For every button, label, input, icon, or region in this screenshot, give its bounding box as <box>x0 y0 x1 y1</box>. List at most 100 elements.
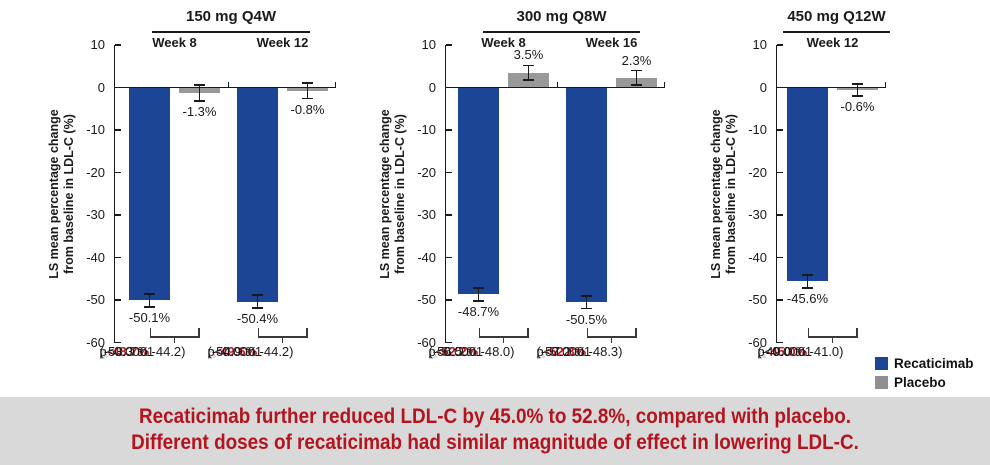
x-axis-baseline <box>446 86 665 89</box>
y-tick-label: -50 <box>748 292 767 307</box>
y-axis-tick <box>777 171 783 174</box>
difference-pvalue: p<0.0001 <box>99 344 155 359</box>
bracket-end-right <box>635 328 637 336</box>
errorbar-recaticimab-week-12-line <box>806 274 809 288</box>
x-axis-group-tick <box>556 81 559 88</box>
bar-recaticimab-week-8 <box>458 87 499 295</box>
y-tick-label: -50 <box>417 292 436 307</box>
difference-pvalue: p<0.0001 <box>536 344 592 359</box>
y-axis-title-line1: LS mean percentage change <box>378 109 392 279</box>
y-tick-label: -10 <box>748 122 767 137</box>
y-tick-label: -30 <box>417 207 436 222</box>
value-label-placebo-week-8: 3.5% <box>513 47 544 63</box>
week-label-week-16: Week 16 <box>585 35 638 50</box>
value-label-placebo-week-12: -0.8% <box>290 101 325 117</box>
y-axis-title: LS mean percentage change from baseline i… <box>709 44 741 344</box>
errorbar-recaticimab-week-12-cap-bottom <box>252 307 263 309</box>
y-axis-tick <box>446 256 452 259</box>
errorbar-placebo-week-12-line <box>856 84 859 96</box>
y-tick-label: 10 <box>752 37 767 52</box>
y-axis-title: LS mean percentage change from baseline i… <box>47 44 79 344</box>
delta-triangle-icon: △ <box>428 347 437 359</box>
y-tick-label: -20 <box>417 164 436 180</box>
bracket-mid-tick <box>502 336 505 343</box>
difference-ci: (-49.0 to -41.0) <box>757 344 844 359</box>
value-label-recaticimab-week-8: -48.7% <box>457 303 500 319</box>
y-axis-tick <box>115 44 121 46</box>
y-axis-tick <box>777 214 783 216</box>
y-axis-tick <box>446 129 452 131</box>
recaticimab-color-swatch <box>875 357 888 370</box>
errorbar-placebo-week-8-line <box>198 85 201 101</box>
bracket-end-right <box>527 328 529 336</box>
y-axis-tick <box>115 299 121 301</box>
errorbar-placebo-week-16-cap-top <box>631 69 642 72</box>
value-label-placebo-week-16: 2.3% <box>621 52 652 68</box>
errorbar-recaticimab-week-12-cap-bottom <box>802 286 813 289</box>
week-label-week-12: Week 12 <box>256 35 309 50</box>
legend: Recaticimab Placebo <box>875 356 974 394</box>
difference-pvalue: p<0.0001 <box>428 344 484 359</box>
x-axis-end-tick <box>884 81 886 88</box>
errorbar-placebo-week-12-cap-bottom <box>302 97 313 100</box>
value-label-recaticimab-week-12: -45.6% <box>786 290 829 306</box>
difference-delta: △-49.6% <box>208 345 258 361</box>
x-axis-end-tick <box>663 81 665 88</box>
y-axis-tick <box>446 44 452 46</box>
y-axis-tick <box>777 341 783 344</box>
difference-ci: (-53.3 to -44.2) <box>99 344 186 359</box>
bracket-mid-tick <box>831 336 834 343</box>
x-axis-end-tick <box>334 81 336 88</box>
y-axis-line <box>775 45 777 343</box>
charts-area: 150 mg Q4W 10 0 -10 -20 -30 -40 -50 -60 LS mean p… <box>47 8 890 361</box>
difference-delta: △-52.2% <box>429 345 479 361</box>
bracket-mid-tick <box>281 336 284 343</box>
y-tick-label: -50 <box>86 292 105 307</box>
panel-title-underline <box>152 31 310 33</box>
panel-title-450-mg-q12w: 450 mg Q12W <box>787 8 886 25</box>
y-axis-title: LS mean percentage change from baseline i… <box>378 44 410 344</box>
y-axis-tick <box>446 299 452 301</box>
errorbar-recaticimab-week-8-cap-top <box>473 287 484 289</box>
errorbar-recaticimab-week-8-line <box>477 288 480 301</box>
x-axis-baseline <box>777 86 886 89</box>
y-axis-tick <box>115 256 121 259</box>
y-axis-title-line2: from baseline in LDL-C (%) <box>62 114 76 274</box>
y-tick-label: -10 <box>86 122 105 137</box>
difference-pvalue: p<0.0001 <box>757 344 813 359</box>
errorbar-recaticimab-week-12-line <box>256 295 259 309</box>
placebo-color-swatch <box>875 376 888 389</box>
panel-title-underline <box>783 31 890 33</box>
y-tick-label: -60 <box>86 334 105 350</box>
y-tick-label: -10 <box>417 122 436 137</box>
delta-triangle-icon: △ <box>757 347 766 359</box>
delta-triangle-icon: △ <box>536 347 545 359</box>
y-axis-tick <box>446 171 452 174</box>
y-tick-label: 0 <box>97 79 105 95</box>
errorbar-recaticimab-week-8-cap-bottom <box>144 305 155 308</box>
errorbar-recaticimab-week-8-cap-top <box>144 293 155 295</box>
y-axis-tick <box>115 341 121 344</box>
y-tick-label: 10 <box>421 37 436 52</box>
legend-label-placebo: Placebo <box>894 375 946 390</box>
errorbar-placebo-week-8-cap-top <box>523 64 534 67</box>
errorbar-placebo-week-12-cap-top <box>852 83 863 85</box>
delta-value: -49.6% <box>215 344 258 359</box>
delta-triangle-icon: △ <box>207 347 216 359</box>
y-tick-label: -30 <box>86 207 105 222</box>
difference-pvalue: p<0.0001 <box>207 344 263 359</box>
summary-banner: Recaticimab further reduced LDL-C by 45.… <box>0 397 990 465</box>
y-tick-label: -60 <box>748 334 767 350</box>
y-tick-label: -20 <box>748 164 767 180</box>
legend-item-recaticimab: Recaticimab <box>875 356 974 371</box>
bracket-end-left <box>586 328 588 336</box>
delta-triangle-icon: △ <box>99 347 108 359</box>
errorbar-recaticimab-week-16-cap-bottom <box>581 307 592 310</box>
value-label-recaticimab-week-16: -50.5% <box>565 311 608 327</box>
errorbar-recaticimab-week-16-cap-top <box>581 294 592 297</box>
errorbar-recaticimab-week-12-cap-top <box>252 294 263 297</box>
delta-value: -45.0% <box>765 344 808 359</box>
y-axis-title-line2: from baseline in LDL-C (%) <box>724 114 738 274</box>
errorbar-recaticimab-week-12-cap-top <box>802 274 813 276</box>
